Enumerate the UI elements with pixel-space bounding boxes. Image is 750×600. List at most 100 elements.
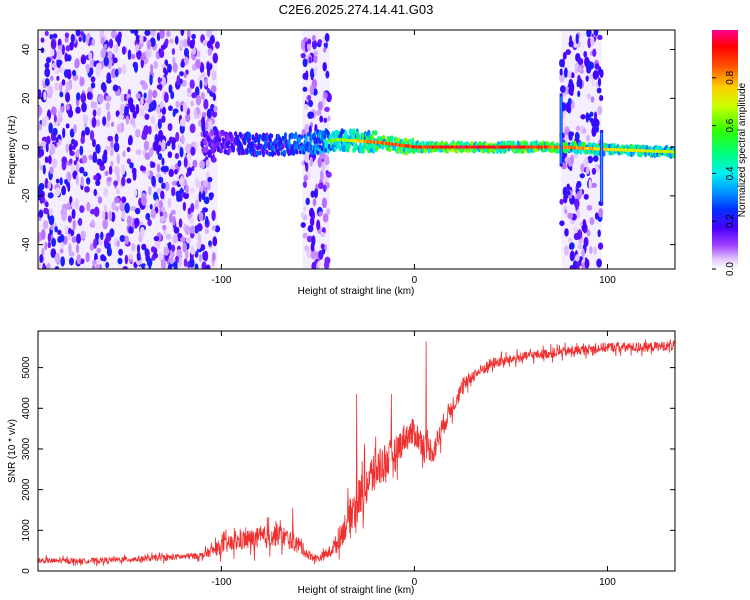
noise-cell [321, 197, 328, 209]
noise-cell [574, 198, 580, 209]
noise-cell [318, 182, 324, 190]
noise-cell [50, 225, 54, 231]
noise-cell [110, 30, 117, 39]
noise-cell [187, 167, 193, 173]
noise-cell [597, 242, 604, 250]
noise-cell [157, 76, 161, 84]
noise-cell [126, 215, 132, 226]
noise-cell [173, 226, 180, 234]
noise-cell [49, 166, 54, 175]
noise-cell [200, 92, 205, 100]
noise-cell [135, 44, 140, 52]
noise-cell [307, 94, 312, 102]
noise-cell [575, 33, 579, 45]
noise-cell [39, 254, 44, 264]
noise-cell [194, 199, 200, 210]
noise-cell [579, 221, 583, 227]
noise-cell [586, 66, 591, 74]
noise-cell [49, 75, 54, 82]
noise-cell [71, 208, 76, 220]
noise-cell [157, 129, 164, 141]
noise-cell [195, 180, 202, 189]
noise-cell [214, 225, 221, 233]
noise-cell [69, 128, 75, 138]
noise-cell [576, 209, 581, 218]
noise-cell [54, 187, 61, 197]
noise-cell [306, 235, 313, 243]
noise-cell [584, 258, 590, 269]
noise-cell [119, 201, 126, 212]
noise-cell [93, 188, 98, 197]
noise-cell [107, 135, 114, 142]
colorbar-tick-label: 0.4 [725, 166, 736, 180]
noise-cell [196, 223, 203, 232]
noise-cell [92, 259, 97, 266]
spectral-cell [201, 146, 205, 154]
noise-cell [38, 182, 45, 191]
noise-cell [57, 48, 62, 59]
noise-cell [84, 126, 90, 136]
noise-cell [142, 82, 148, 91]
noise-cell [56, 75, 60, 81]
noise-cell [128, 254, 134, 260]
noise-cell [44, 201, 49, 208]
noise-cell [324, 33, 330, 42]
noise-cell [304, 123, 310, 133]
spectrogram-x-label: Height of straight line (km) [298, 286, 415, 297]
noise-cell [323, 46, 327, 53]
noise-cell [42, 164, 46, 175]
noise-cell [90, 82, 96, 89]
noise-cell [83, 171, 88, 177]
noise-cell [59, 91, 64, 98]
noise-cell [103, 187, 109, 198]
noise-cell [323, 117, 328, 123]
noise-cell [71, 144, 76, 150]
noise-cell [111, 201, 116, 211]
noise-cell [311, 34, 316, 42]
noise-cell [323, 184, 327, 193]
spectral-cell [371, 130, 376, 135]
spectral-cell [369, 147, 373, 153]
noise-cell [210, 37, 215, 44]
noise-cell [186, 30, 191, 40]
snr-y-tick-label: 5000 [21, 356, 32, 379]
noise-cell [112, 57, 118, 64]
noise-cell [599, 94, 604, 102]
noise-cell [211, 252, 216, 262]
noise-cell [322, 213, 329, 223]
spectral-cell [411, 139, 415, 146]
noise-cell [190, 202, 195, 213]
noise-cell [68, 79, 73, 86]
noise-cell [302, 181, 307, 189]
snr-x-label: Height of straight line (km) [298, 585, 415, 596]
spectral-cell [261, 150, 266, 158]
noise-cell [576, 66, 583, 73]
noise-cell [168, 168, 174, 178]
noise-cell [310, 190, 315, 198]
spectral-cell [247, 137, 252, 143]
noise-cell [73, 124, 77, 134]
noise-cell [134, 217, 140, 228]
noise-cell [153, 60, 159, 70]
noise-cell [203, 250, 209, 262]
noise-cell [191, 47, 197, 56]
noise-cell [185, 237, 192, 244]
noise-cell [92, 138, 96, 148]
noise-cell [140, 166, 147, 172]
noise-cell [67, 109, 74, 118]
noise-cell [54, 82, 59, 91]
noise-cell [115, 197, 120, 204]
spectral-cell [210, 129, 215, 137]
noise-cell [82, 113, 89, 124]
noise-cell [212, 236, 218, 247]
noise-cell [211, 110, 218, 118]
noise-cell [168, 136, 174, 144]
noise-cell [169, 213, 173, 224]
noise-cell [79, 76, 85, 87]
noise-cell [300, 211, 305, 218]
noise-cell [140, 54, 147, 61]
noise-cell [151, 175, 156, 187]
noise-cell [136, 244, 141, 254]
noise-cell [116, 153, 120, 165]
